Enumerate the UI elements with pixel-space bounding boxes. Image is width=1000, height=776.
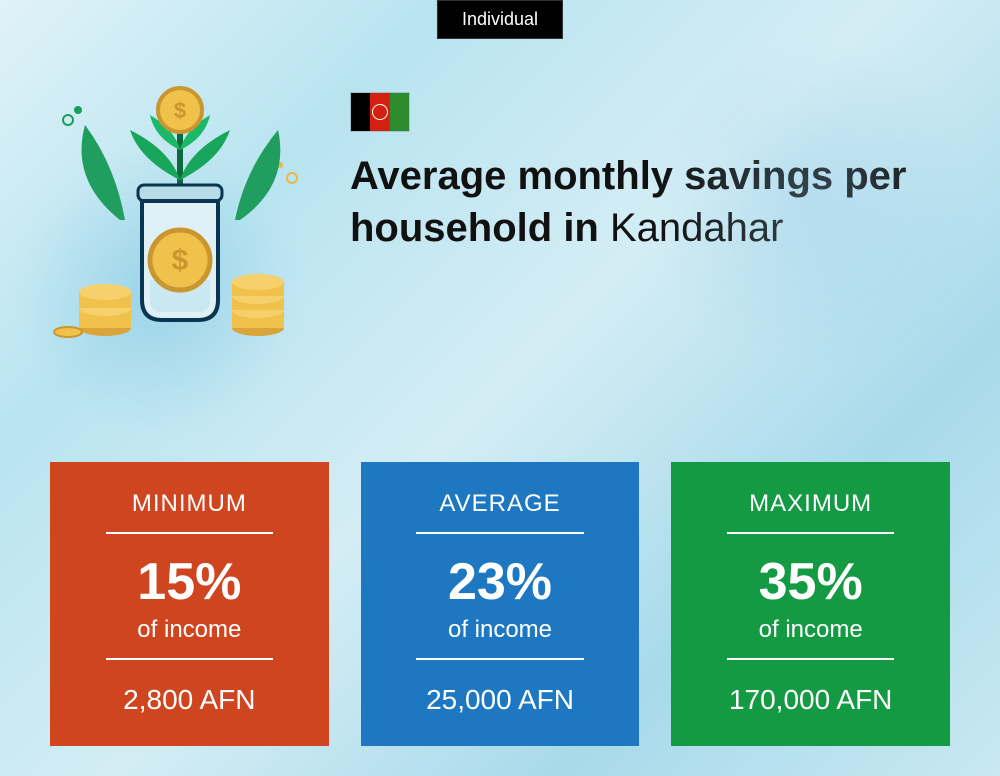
card-of-income: of income [448, 616, 552, 644]
card-of-income: of income [137, 616, 241, 644]
category-tab[interactable]: Individual [437, 0, 563, 39]
stat-card-average: AVERAGE 23% of income 25,000 AFN [361, 462, 640, 746]
savings-illustration: $ $ [50, 70, 310, 350]
flag-stripe-black [351, 93, 370, 131]
card-label: AVERAGE [439, 490, 560, 518]
card-amount: 170,000 AFN [729, 684, 892, 716]
divider [106, 532, 273, 534]
divider [727, 658, 894, 660]
card-of-income: of income [759, 616, 863, 644]
country-flag-afghanistan [350, 92, 410, 132]
card-percent: 15% [137, 552, 241, 612]
divider [106, 658, 273, 660]
flag-emblem [372, 104, 388, 120]
card-amount: 25,000 AFN [426, 684, 574, 716]
svg-text:$: $ [172, 244, 189, 277]
stat-card-maximum: MAXIMUM 35% of income 170,000 AFN [671, 462, 950, 746]
divider [416, 658, 583, 660]
page-title: Average monthly savings per household in… [350, 150, 950, 254]
card-label: MINIMUM [132, 490, 247, 518]
card-percent: 23% [448, 552, 552, 612]
title-city: Kandahar [610, 206, 783, 250]
card-amount: 2,800 AFN [123, 684, 255, 716]
flag-stripe-green [390, 93, 409, 131]
divider [727, 532, 894, 534]
stat-card-minimum: MINIMUM 15% of income 2,800 AFN [50, 462, 329, 746]
divider [416, 532, 583, 534]
stat-cards-row: MINIMUM 15% of income 2,800 AFN AVERAGE … [50, 462, 950, 746]
svg-text:$: $ [174, 98, 186, 123]
tab-label: Individual [462, 9, 538, 29]
card-percent: 35% [759, 552, 863, 612]
card-label: MAXIMUM [749, 490, 872, 518]
